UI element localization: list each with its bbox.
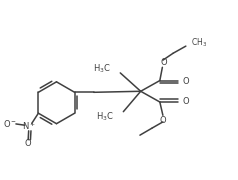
Text: O: O: [183, 77, 189, 86]
Text: H$_3$C: H$_3$C: [96, 110, 114, 123]
Text: O$^-$: O$^-$: [3, 118, 17, 129]
Text: H$_3$C: H$_3$C: [93, 62, 111, 75]
Text: O: O: [159, 116, 166, 125]
Text: N$^+$: N$^+$: [22, 121, 36, 132]
Text: O: O: [183, 97, 189, 106]
Text: CH$_3$: CH$_3$: [191, 37, 208, 49]
Text: O: O: [160, 58, 167, 67]
Text: O: O: [25, 139, 31, 148]
